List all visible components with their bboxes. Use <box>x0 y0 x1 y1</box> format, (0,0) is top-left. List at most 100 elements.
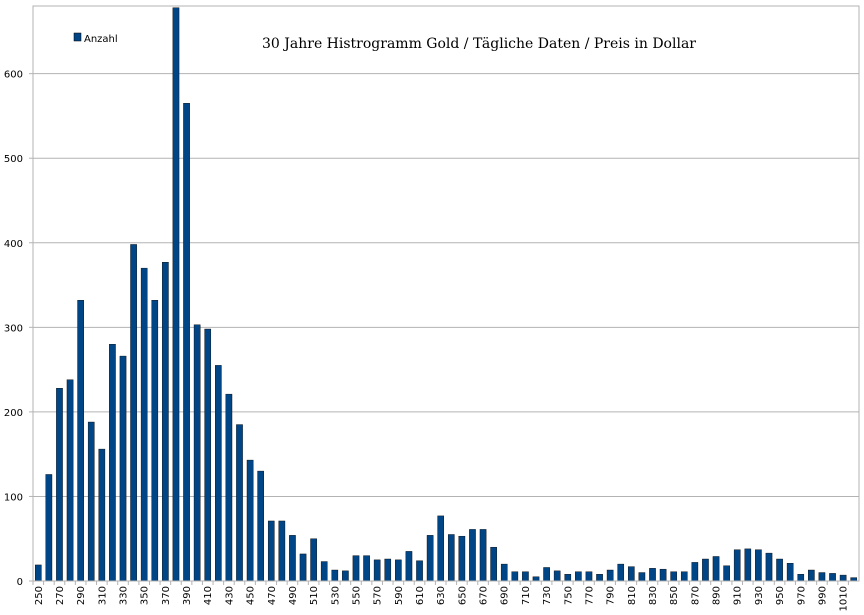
bar-320 <box>109 344 116 582</box>
x-tick-label: 530 <box>330 586 341 605</box>
bar-910 <box>733 549 741 582</box>
x-tick-label: 990 <box>817 586 828 605</box>
bar-580 <box>384 558 392 582</box>
bar-930 <box>755 549 762 582</box>
bar-540 <box>342 570 349 582</box>
y-tick-label: 500 <box>4 154 23 165</box>
x-tick-label: 830 <box>648 586 659 605</box>
bars <box>34 7 858 582</box>
x-tick-label: 310 <box>97 586 108 605</box>
x-tick-label: 870 <box>690 586 701 605</box>
bar-820 <box>638 572 646 582</box>
x-tick-label: 650 <box>457 586 468 605</box>
bar-530 <box>331 569 339 582</box>
bar-860 <box>680 571 688 582</box>
bar-430 <box>225 393 233 582</box>
x-tick-label: 1010 <box>839 586 850 611</box>
bar-730 <box>543 567 550 582</box>
bar-890 <box>712 556 720 582</box>
bar-800 <box>617 563 625 582</box>
legend: Anzahl <box>73 32 118 45</box>
bar-400 <box>193 324 201 582</box>
x-tick-label: 550 <box>351 586 362 605</box>
bar-640 <box>447 534 455 582</box>
bar-980 <box>808 569 815 582</box>
x-tick-label: 910 <box>733 586 744 605</box>
bar-940 <box>765 552 773 582</box>
bar-520 <box>320 561 328 582</box>
bar-1000 <box>829 573 836 582</box>
bar-990 <box>818 572 826 582</box>
bar-480 <box>278 520 286 582</box>
x-tick-label: 370 <box>161 586 172 605</box>
bar-280 <box>66 379 74 582</box>
y-tick-label: 300 <box>4 323 23 334</box>
y-tick-label: 400 <box>4 239 23 250</box>
bar-710 <box>522 571 529 582</box>
x-tick-label: 410 <box>203 586 214 605</box>
x-tick-label: 470 <box>267 586 278 605</box>
chart-title: 30 Jahre Histrogramm Gold / Tägliche Dat… <box>262 36 696 52</box>
bar-340 <box>130 244 137 582</box>
bar-960 <box>786 563 794 582</box>
bar-500 <box>299 553 307 582</box>
x-tick-label: 630 <box>436 586 447 605</box>
bar-310 <box>98 448 106 582</box>
bar-470 <box>267 520 275 582</box>
bar-900 <box>723 565 730 582</box>
bar-550 <box>352 555 360 582</box>
bar-660 <box>469 529 476 582</box>
bar-760 <box>575 571 582 582</box>
x-tick-label: 490 <box>288 586 299 605</box>
x-tick-label: 390 <box>182 586 193 605</box>
bar-330 <box>119 355 127 582</box>
x-tick-label: 430 <box>224 586 235 605</box>
y-tick-labels: 0 100 200 300 400 500 600 <box>4 70 33 588</box>
bar-450 <box>246 459 254 582</box>
bar-370 <box>162 262 169 582</box>
x-tick-label: 810 <box>627 586 638 605</box>
x-tick-label: 250 <box>34 586 45 605</box>
bar-460 <box>257 470 264 582</box>
x-tick-label: 350 <box>140 586 151 605</box>
bar-610 <box>416 560 423 582</box>
bar-360 <box>151 300 159 582</box>
x-tick-label: 790 <box>606 586 617 605</box>
x-tick-label: 450 <box>246 586 257 605</box>
bar-600 <box>405 551 413 582</box>
bar-650 <box>458 535 466 582</box>
bar-1010 <box>839 574 847 582</box>
x-tick-label: 510 <box>309 586 320 605</box>
x-tick-label: 890 <box>712 586 723 605</box>
bar-410 <box>204 328 212 582</box>
bar-680 <box>490 546 497 582</box>
bar-270 <box>56 388 63 582</box>
bar-790 <box>606 569 614 582</box>
x-tick-label: 850 <box>669 586 680 605</box>
y-tick-label: 200 <box>4 408 23 419</box>
bar-490 <box>289 535 296 582</box>
x-tick-label: 610 <box>415 586 426 605</box>
bar-830 <box>649 568 656 582</box>
bar-810 <box>628 566 635 582</box>
bar-670 <box>479 529 487 582</box>
x-tick-label: 710 <box>521 586 532 605</box>
bar-570 <box>373 559 381 582</box>
bar-630 <box>437 515 445 582</box>
bar-840 <box>659 568 667 582</box>
bar-390 <box>183 103 190 582</box>
bar-750 <box>564 574 572 582</box>
legend-swatch <box>73 32 82 42</box>
gridlines <box>33 73 859 497</box>
bar-970 <box>797 574 805 582</box>
bar-950 <box>776 558 783 582</box>
bar-260 <box>45 474 53 582</box>
bar-510 <box>310 538 317 582</box>
bar-880 <box>702 558 709 582</box>
bar-250 <box>34 564 42 582</box>
x-tick-label: 270 <box>55 586 66 605</box>
x-tick-label: 750 <box>563 586 574 605</box>
bar-560 <box>363 555 370 582</box>
x-tick-labels: 250 270 290 310 330 350 370 390 410 430 450 470 490 5… <box>32 581 850 611</box>
